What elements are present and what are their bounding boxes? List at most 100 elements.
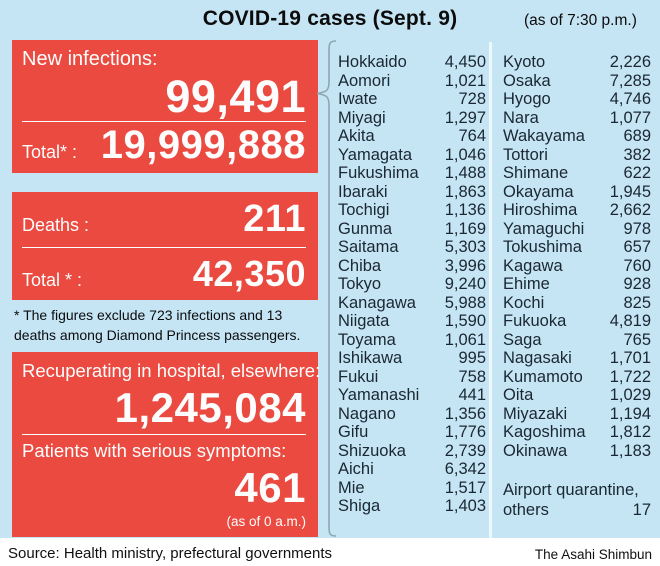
prefecture-row: Miyagi 1,297 [338, 109, 486, 128]
source-credit: Source: Health ministry, prefectural gov… [8, 545, 333, 562]
serious-symptoms-value: 461 [234, 463, 306, 511]
prefecture-row: Hokkaido 4,450 [338, 53, 486, 72]
prefecture-row: Fukui 758 [338, 368, 486, 387]
total-infections-value: 19,999,888 [100, 122, 306, 167]
prefecture-row: Yamaguchi 978 [503, 220, 651, 239]
prefecture-value: 1,077 [609, 108, 651, 127]
recuperating-label: Recuperating in hospital, elsewhere: [22, 360, 321, 381]
prefecture-row: Kumamoto 1,722 [503, 368, 651, 387]
total-infections-label: Total* : [22, 141, 78, 162]
prefecture-value: 1,863 [444, 182, 486, 201]
serious-as-of: (as of 0 a.m.) [226, 513, 306, 529]
prefecture-row: Nara 1,077 [503, 109, 651, 128]
prefecture-name: Hiroshima [503, 201, 578, 219]
new-infections-value: 99,491 [165, 70, 306, 122]
prefecture-name: Shiga [338, 497, 381, 515]
prefecture-name: Yamagata [338, 145, 412, 164]
prefecture-name: Yamanashi [338, 386, 420, 404]
prefecture-value: 5,303 [444, 238, 486, 256]
prefecture-name: Ehime [503, 275, 550, 293]
curly-brace-decoration [316, 40, 337, 537]
total-deaths-label: Total * : [22, 270, 83, 290]
prefecture-name: Chiba [338, 256, 382, 275]
prefecture-value: 764 [458, 127, 486, 145]
prefecture-row: Kanagawa 5,988 [338, 294, 486, 313]
total-deaths-value: 42,350 [192, 253, 306, 294]
prefecture-value: 765 [623, 330, 651, 349]
prefecture-name: Kyoto [503, 53, 546, 71]
prefecture-row: Yamanashi 441 [338, 386, 486, 405]
prefecture-value: 2,662 [609, 201, 651, 219]
prefecture-value: 1,356 [444, 404, 486, 423]
prefecture-value: 4,819 [609, 312, 651, 330]
prefecture-value: 1,403 [444, 497, 486, 515]
prefecture-row: Chiba 3,996 [338, 257, 486, 276]
prefecture-value: 4,746 [609, 90, 651, 108]
prefecture-name: Osaka [503, 71, 551, 90]
prefecture-row: Saitama 5,303 [338, 238, 486, 257]
as-of-time: (as of 7:30 p.m.) [524, 12, 637, 29]
prefecture-row: Kagawa 760 [503, 257, 651, 276]
prefecture-row: Kyoto 2,226 [503, 53, 651, 72]
prefecture-value: 9,240 [444, 275, 486, 293]
prefecture-row: Fukuoka 4,819 [503, 312, 651, 331]
prefecture-value: 689 [623, 127, 651, 145]
prefecture-value: 657 [623, 238, 651, 256]
prefecture-name: Fukui [338, 367, 379, 386]
note-line1: * The figures exclude 723 infections and… [14, 307, 283, 323]
prefecture-value: 1,590 [444, 312, 486, 330]
prefecture-value: 1,194 [609, 404, 651, 423]
prefecture-value: 1,517 [444, 478, 486, 497]
footer-bar: Source: Health ministry, prefectural gov… [0, 538, 660, 566]
diamond-princess-note: * The figures exclude 723 infections and… [14, 306, 316, 346]
airport-label-line1: Airport quarantine, [503, 481, 639, 499]
prefecture-name: Aichi [338, 460, 374, 478]
total-deaths-row: Total * : 42,350 [22, 256, 306, 292]
airport-row: others 17 [503, 501, 651, 521]
prefecture-row: Nagano 1,356 [338, 405, 486, 424]
prefecture-value: 1,046 [444, 145, 486, 164]
prefecture-row: Mie 1,517 [338, 479, 486, 498]
prefecture-value: 1,029 [609, 386, 651, 404]
prefecture-name: Ibaraki [338, 182, 388, 201]
prefecture-row: Tottori 382 [503, 146, 651, 165]
prefecture-name: Fukushima [338, 164, 419, 182]
deaths-panel: Deaths : 211 Total * : 42,350 [12, 192, 318, 300]
prefecture-value: 1,488 [444, 164, 486, 182]
prefecture-name: Miyazaki [503, 404, 568, 423]
panel-divider [22, 433, 306, 435]
prefecture-name: Tokyo [338, 275, 382, 293]
prefecture-row: Kagoshima 1,812 [503, 423, 651, 442]
prefecture-value: 6,342 [444, 460, 486, 478]
prefecture-value: 441 [458, 386, 486, 404]
prefecture-column-2: Kyoto 2,226 Osaka 7,285 Hyogo 4,746 Nara 1,077 W… [503, 53, 651, 460]
airport-value: 17 [632, 500, 651, 519]
prefecture-value: 1,136 [444, 201, 486, 219]
prefecture-name: Nagasaki [503, 349, 572, 367]
prefecture-name: Miyagi [338, 108, 386, 127]
prefecture-value: 5,988 [444, 293, 486, 312]
prefecture-name: Nagano [338, 404, 396, 423]
prefecture-row: Oita 1,029 [503, 386, 651, 405]
prefecture-name: Aomori [338, 71, 391, 90]
prefecture-row: Ehime 928 [503, 275, 651, 294]
prefecture-value: 825 [623, 293, 651, 312]
prefecture-row: Hyogo 4,746 [503, 90, 651, 109]
deaths-row: Deaths : 211 [22, 200, 306, 238]
prefecture-row: Tokyo 9,240 [338, 275, 486, 294]
prefecture-row: Miyazaki 1,194 [503, 405, 651, 424]
prefecture-value: 622 [623, 164, 651, 182]
prefecture-value: 3,996 [444, 256, 486, 275]
prefecture-value: 1,722 [609, 367, 651, 386]
prefecture-row: Aomori 1,021 [338, 72, 486, 91]
prefecture-name: Gifu [338, 423, 369, 441]
new-infections-label: New infections: [22, 48, 158, 70]
prefecture-row: Fukushima 1,488 [338, 164, 486, 183]
prefecture-name: Tochigi [338, 201, 390, 219]
prefecture-name: Wakayama [503, 127, 585, 145]
prefecture-row: Tochigi 1,136 [338, 201, 486, 220]
prefecture-name: Nara [503, 108, 539, 127]
prefecture-row: Nagasaki 1,701 [503, 349, 651, 368]
deaths-value: 211 [243, 198, 306, 240]
